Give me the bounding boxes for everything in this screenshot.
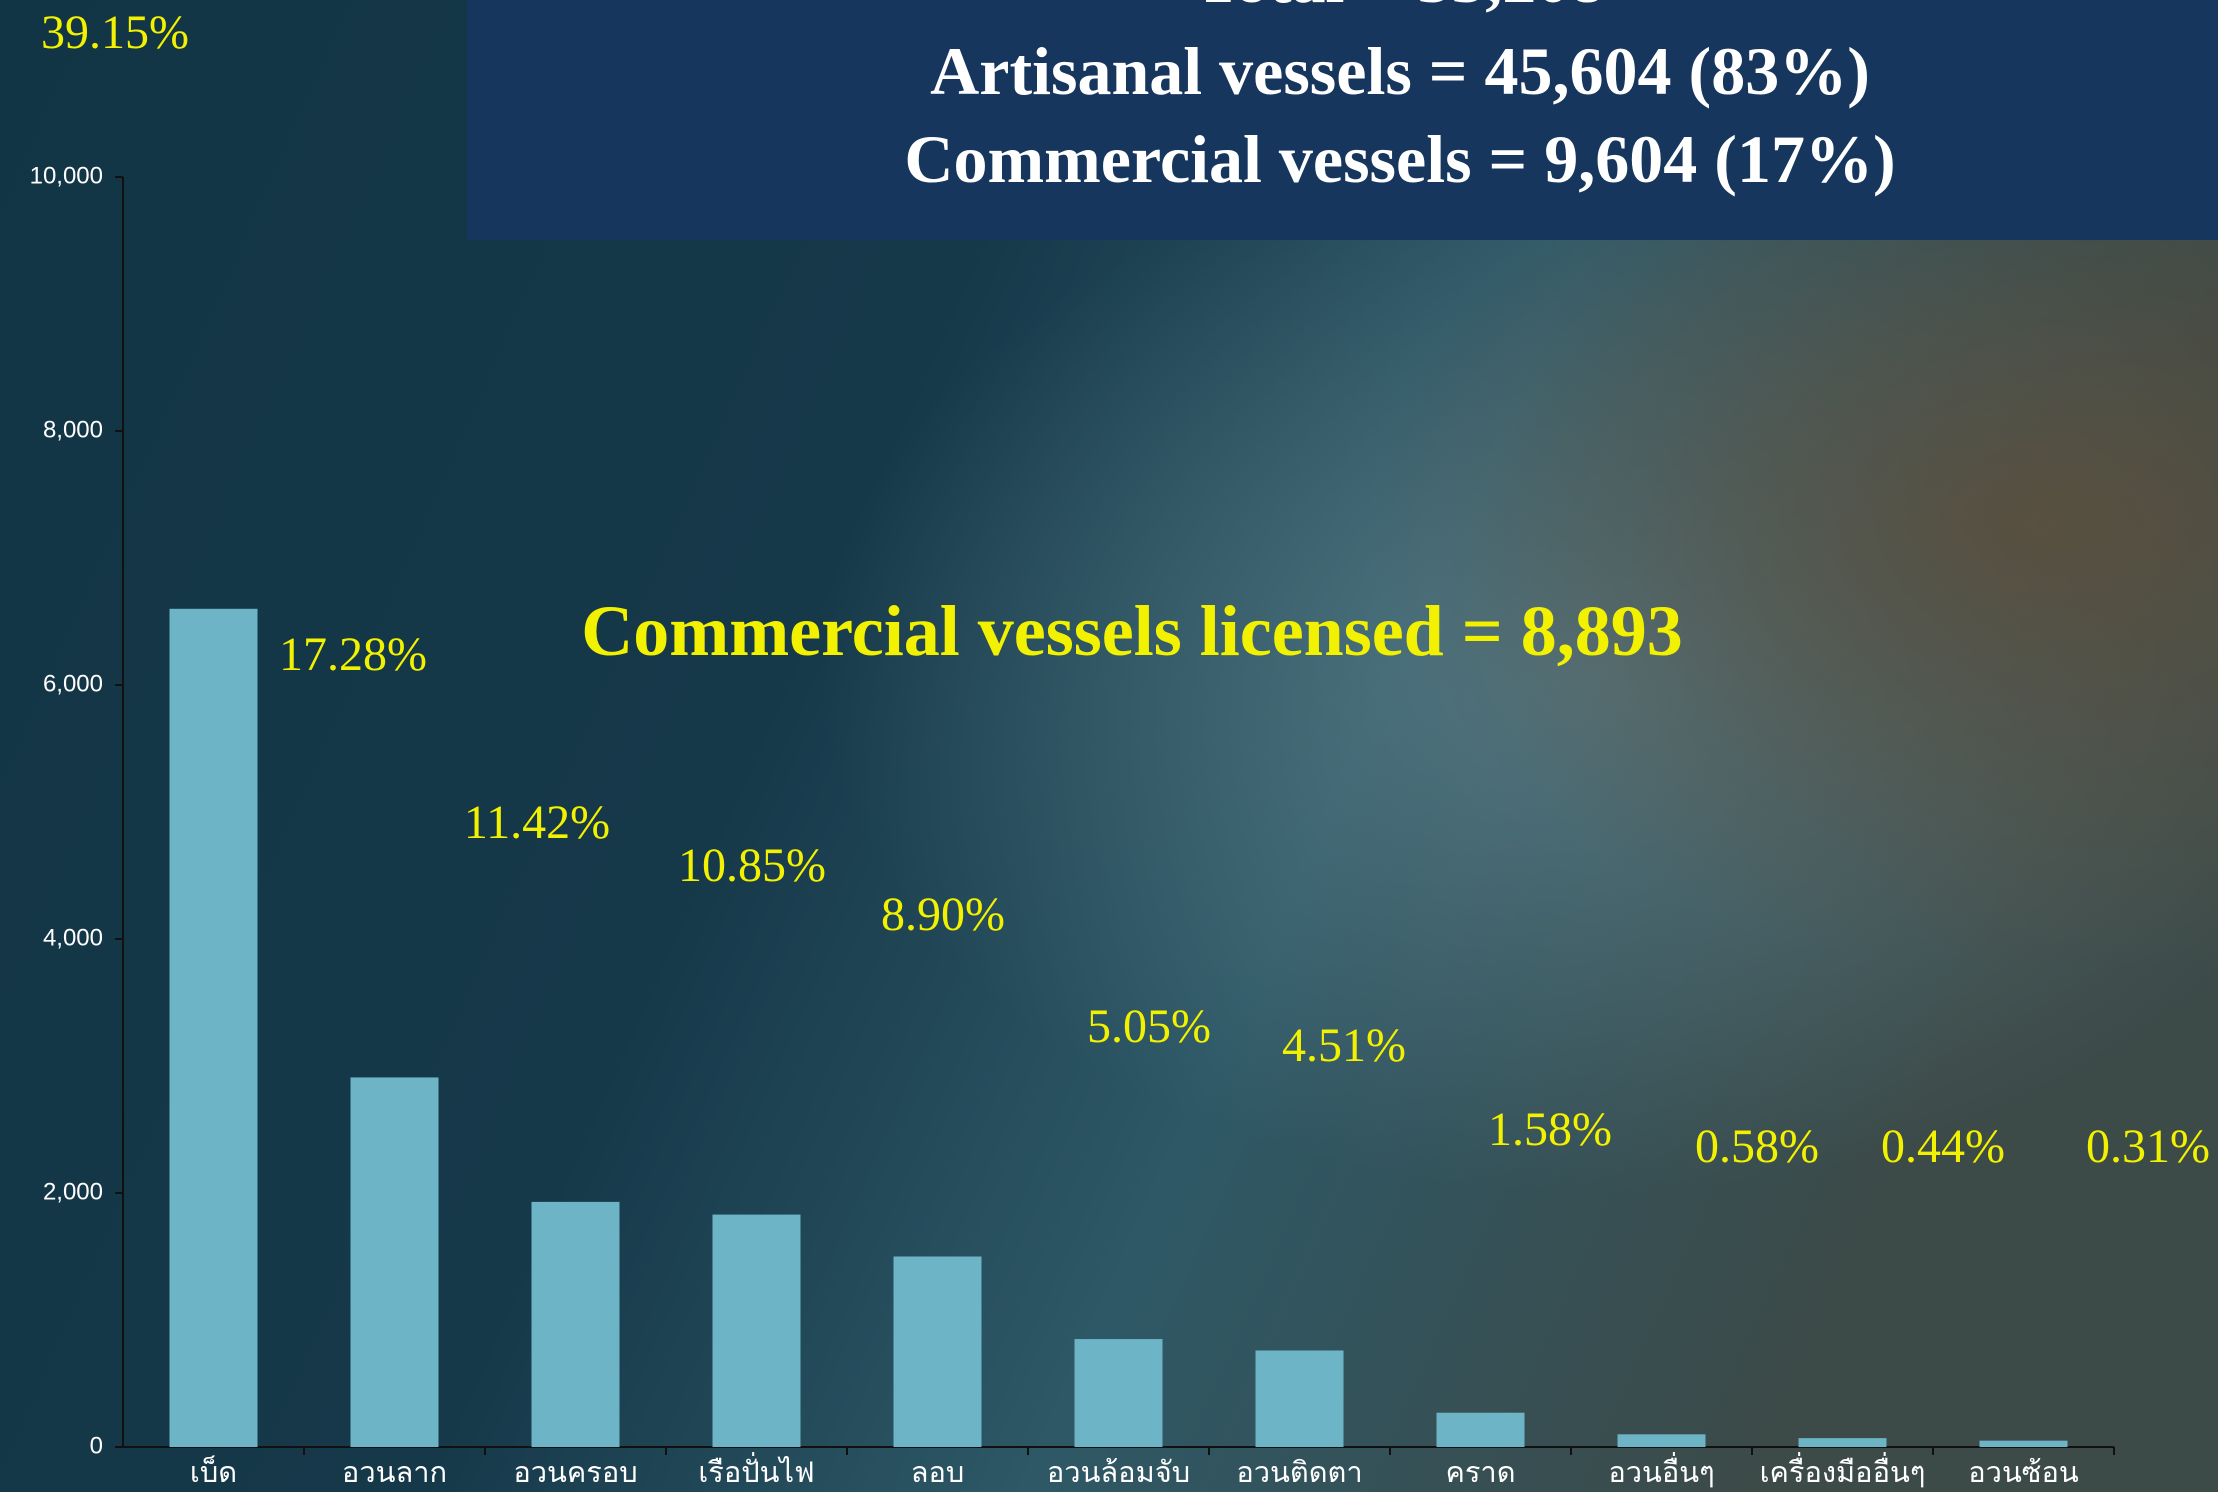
header-commercial: Commercial vessels = 9,604 (17%)	[904, 121, 1895, 197]
x-tick-label: อวนติดตา	[1236, 1455, 1362, 1489]
share-label: 5.05%	[1087, 1000, 1211, 1053]
header-total: Total = 55,208	[1196, 0, 1604, 17]
x-tick-label: ลอบ	[911, 1455, 965, 1489]
x-tick-label: เบ็ด	[190, 1454, 237, 1489]
bar	[1617, 1434, 1706, 1447]
bar	[1979, 1440, 2068, 1447]
y-tick-label: 2,000	[43, 1178, 103, 1205]
bar	[1436, 1412, 1525, 1447]
bar	[893, 1256, 982, 1447]
bar	[169, 608, 258, 1447]
x-tick-label: อวนซ้อน	[1968, 1455, 2079, 1489]
share-label: 4.51%	[1282, 1019, 1406, 1072]
share-label: 0.58%	[1695, 1120, 1819, 1173]
share-label: 10.85%	[678, 839, 826, 892]
x-tick-label: อวนลาก	[342, 1455, 447, 1489]
x-tick-label: อวนอื่นๆ	[1608, 1452, 1714, 1489]
y-tick-label: 10,000	[30, 162, 103, 189]
header-box	[467, 0, 2218, 240]
bar	[1798, 1438, 1887, 1447]
share-label: 17.28%	[279, 628, 427, 681]
share-label: 0.31%	[2086, 1120, 2210, 1173]
bar	[1074, 1339, 1163, 1447]
x-tick-label: เครื่องมืออื่นๆ	[1760, 1452, 1926, 1489]
share-label: 39.15%	[41, 6, 189, 59]
share-label: 8.90%	[881, 888, 1005, 941]
bar	[350, 1077, 439, 1447]
bar	[1255, 1350, 1344, 1447]
x-tick-label: คราด	[1445, 1455, 1515, 1489]
y-tick-label: 4,000	[43, 924, 103, 951]
bar	[531, 1201, 620, 1447]
x-tick-label: อวนครอบ	[513, 1455, 637, 1489]
y-tick-label: 8,000	[43, 416, 103, 443]
share-label: 0.44%	[1881, 1120, 2005, 1173]
x-tick-label: เรือปั่นไฟ	[698, 1452, 814, 1489]
annotation: Commercial vessels licensed = 8,893	[581, 591, 1683, 671]
header-artisanal: Artisanal vessels = 45,604 (83%)	[930, 33, 1870, 109]
bar	[712, 1214, 801, 1447]
share-label: 11.42%	[464, 796, 610, 849]
share-label: 1.58%	[1488, 1103, 1612, 1156]
y-tick-label: 0	[90, 1432, 103, 1459]
x-tick-label: อวนล้อมจับ	[1047, 1455, 1190, 1489]
y-tick-label: 6,000	[43, 670, 103, 697]
